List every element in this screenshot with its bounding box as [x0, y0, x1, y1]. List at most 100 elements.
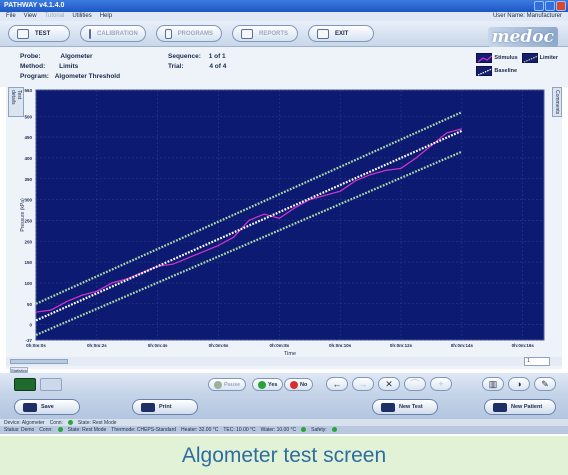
menu-help[interactable]: Help [99, 13, 113, 19]
device-state: State: Rest Mode [77, 420, 117, 426]
yes-button[interactable]: Yes [252, 378, 284, 391]
programs-button[interactable]: PROGRAMS [156, 25, 222, 42]
screen-caption: Algometer test screen [0, 436, 568, 475]
statistics-tab[interactable]: Statistics [10, 367, 28, 373]
zoom-input[interactable]: 1 [524, 357, 550, 366]
exit-button[interactable]: EXIT [308, 25, 374, 42]
sequence-label: Sequence: [168, 53, 201, 60]
reports-label: REPORTS [259, 30, 289, 37]
title-bar: PATHWAY v4.1.4.0 [0, 0, 568, 12]
y-tick-label: 250 [24, 218, 32, 223]
report-icon [241, 28, 253, 39]
method-label: Method: [20, 63, 46, 70]
x-tick-label: 0h:0m:16s [512, 343, 535, 348]
printer-icon [141, 402, 155, 412]
menu-file[interactable]: File [6, 13, 16, 19]
series-limiter-line [35, 111, 463, 305]
system-conn-ok-icon [57, 427, 63, 432]
menu-utilities[interactable]: Utilities [72, 13, 92, 19]
sequence-row: Sequence: 1 of 1 [168, 53, 226, 60]
plus-icon[interactable]: + [430, 377, 452, 391]
book-icon[interactable]: ▥ [482, 377, 504, 391]
y-tick-label: 0 [29, 323, 32, 328]
test-details-tab[interactable]: Test details [8, 87, 24, 117]
system-conn-label: Conn: [39, 427, 53, 433]
gauge-icon [89, 28, 91, 39]
safety-status: Safety: [311, 427, 327, 433]
safety-ok-icon [331, 427, 337, 432]
pause-dot-icon [214, 380, 222, 389]
play-button[interactable] [14, 378, 36, 391]
edit-icon[interactable]: ✎ [534, 377, 556, 391]
no-button[interactable]: No [284, 378, 314, 391]
patient-icon [493, 402, 507, 412]
water-ok-icon [301, 427, 307, 432]
programs-label: PROGRAMS [177, 30, 213, 37]
arrow-right-icon[interactable]: → [352, 377, 374, 391]
device-status: Device: Algometer [4, 420, 45, 426]
heater-status: Heater: 32.00 °C [181, 427, 219, 433]
y-tick-label: 150 [24, 260, 32, 265]
x-tick-label: 0h:0m:10s [329, 343, 352, 348]
new-test-button[interactable]: New Test [372, 399, 438, 415]
device-status-bar: Device: Algometer Conn: State: Rest Mode [0, 419, 568, 426]
pause-trial-button[interactable]: Pause [208, 378, 247, 391]
program-value: Algometer Threshold [54, 73, 121, 80]
menu-view[interactable]: View [23, 13, 37, 19]
time-scrollbar[interactable]: 1 [6, 357, 562, 366]
x-tick-label: 0h:0m:6s [209, 343, 229, 348]
calibration-button[interactable]: CALIBRATION [80, 25, 146, 42]
y-tick-label: 50 [27, 302, 33, 307]
trial-label: Trial: [168, 63, 184, 70]
action-bar: Save Print New Test New Patient [0, 395, 568, 419]
minimize-icon[interactable] [534, 1, 544, 11]
save-button[interactable]: Save [14, 399, 80, 415]
test-button[interactable]: TEST [8, 25, 70, 42]
print-label: Print [159, 404, 172, 410]
y-tick-label: 350 [24, 177, 32, 182]
save-label: Save [41, 404, 54, 410]
y-tick-label: 500 [24, 114, 32, 119]
plot-background [35, 89, 545, 341]
no-label: No [300, 381, 308, 388]
undo-icon[interactable]: ⌒ [404, 377, 426, 391]
maximize-icon[interactable] [545, 1, 555, 11]
reports-button[interactable]: REPORTS [232, 25, 298, 42]
calibration-label: CALIBRATION [97, 30, 138, 37]
pause-button[interactable] [40, 378, 62, 391]
scroll-thumb[interactable] [10, 359, 68, 364]
series-stimulus-line [35, 128, 463, 313]
close-icon[interactable] [556, 1, 566, 11]
print-button[interactable]: Print [132, 399, 198, 415]
program-row: Program: Algometer Threshold [20, 73, 120, 80]
new-patient-button[interactable]: New Patient [484, 399, 556, 415]
pressure-chart: -37 0 50 100 150 200 250 300 350 400 450 500 563 0h:… [20, 88, 545, 357]
probe-label: Probe: [20, 53, 41, 60]
stimulus-swatch [476, 53, 493, 63]
yes-dot-icon [258, 380, 266, 389]
baseline-swatch [476, 66, 493, 76]
y-tick-label: 200 [24, 239, 32, 244]
series-baseline-line [35, 129, 463, 322]
tec-status: TEC: 10.00 °C [223, 427, 256, 433]
x-tick-label: 0h:0m:0s [26, 343, 46, 348]
yes-label: Yes [268, 381, 278, 388]
device-conn-label: Conn: [49, 420, 63, 426]
x-axis-label: Time [284, 351, 296, 357]
series-limiter-line [35, 150, 463, 337]
menu-tutorial[interactable]: Tutorial [44, 13, 65, 19]
exit-icon [317, 28, 329, 39]
tools-icon[interactable]: ✕ [378, 377, 400, 391]
arrow-left-icon[interactable]: ← [326, 377, 348, 391]
test-info-panel: Probe: Algometer Method: Limits Program:… [0, 47, 568, 87]
limiter-swatch [521, 53, 538, 63]
program-icon [165, 28, 172, 39]
comments-tab[interactable]: Comments [552, 87, 562, 117]
y-tick-label: -37 [25, 338, 32, 343]
legend-baseline: Baseline [476, 66, 517, 76]
trial-row: Trial: 4 of 4 [168, 63, 226, 70]
system-status-bar: Status: Demo Conn: State: Rest Mode Ther… [0, 426, 568, 434]
no-dot-icon [290, 380, 298, 389]
speaker-icon[interactable]: ◑ [508, 377, 530, 391]
legend-baseline-label: Baseline [494, 68, 518, 74]
